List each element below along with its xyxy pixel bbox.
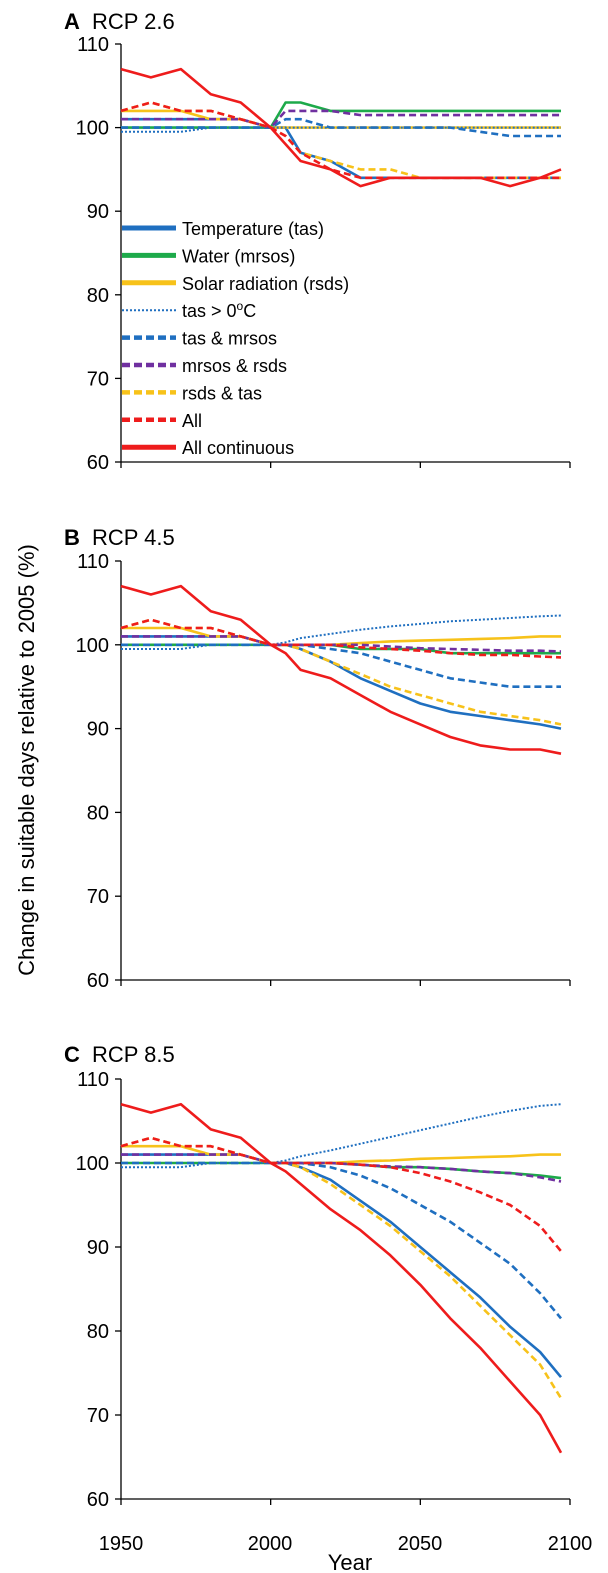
series-line-all [120, 618, 562, 659]
y-tick-label: 110 [77, 1069, 109, 1091]
legend-item-water-mrsos: Water (mrsos) [122, 246, 295, 266]
panel-b-letter: B [64, 525, 80, 550]
panel-c-title: C RCP 8.5 [64, 1042, 175, 1067]
panel-c-letter: C [64, 1042, 80, 1067]
x-axis-label: Year [328, 1550, 372, 1573]
panel-a-title: A RCP 2.6 [64, 9, 175, 34]
legend-item-temperature-tas: Temperature (tas) [122, 219, 324, 239]
x-tick-label-2100: 2100 [548, 1533, 593, 1555]
y-tick-label: 70 [87, 1405, 109, 1427]
series-line-tas-mrsos [121, 1161, 563, 1320]
panel-b-x-axis [120, 979, 571, 986]
series-line-mrsos-rsds [121, 109, 561, 129]
y-tick-label: 70 [87, 368, 109, 390]
y-tick-label: 100 [76, 635, 109, 657]
panel-a: A RCP 2.6 60 70 80 90 100 110 [64, 9, 571, 474]
legend: Temperature (tas) Water (mrsos) Solar radi… [122, 219, 349, 458]
y-tick-label: 70 [87, 886, 109, 908]
y-tick-label: 60 [87, 1489, 109, 1511]
series-line-all [120, 101, 561, 180]
legend-label: Temperature (tas) [182, 219, 324, 239]
series-line-all-continuous [120, 584, 562, 755]
legend-item-tas-0-c: tas > 0oC [122, 299, 256, 321]
panel-b-y-axis: 60 70 80 90 100 110 [76, 551, 122, 992]
panel-a-letter: A [64, 9, 80, 34]
legend-label: Water (mrsos) [182, 246, 295, 266]
panel-c-y-axis: 60 70 80 90 100 110 [76, 1069, 122, 1511]
y-axis-label: Change in suitable days relative to 2005… [14, 544, 39, 976]
legend-label: Solar radiation (rsds) [182, 274, 349, 294]
legend-label: tas & mrsos [182, 329, 277, 349]
series-line-tas-mrsos [121, 643, 561, 689]
y-tick-label: 90 [87, 719, 109, 741]
legend-item-all: All [122, 411, 202, 431]
panel-b-scenario: RCP 4.5 [92, 525, 175, 550]
panel-c-plot-area [120, 1102, 563, 1454]
y-tick-label: 100 [76, 1153, 109, 1175]
legend-label: All [182, 411, 202, 431]
y-tick-label: 60 [87, 970, 109, 992]
legend-item-all-continuous: All continuous [122, 438, 294, 458]
legend-item-solar-radiation-rsds: Solar radiation (rsds) [122, 274, 349, 294]
series-line-rsds-tas [120, 1136, 563, 1399]
series-line-temperature-tas [121, 1153, 563, 1379]
panel-b-plot-area [120, 584, 562, 755]
legend-label: rsds & tas [182, 383, 262, 403]
series-line-tas-0-c [121, 614, 562, 650]
y-tick-label: 100 [76, 118, 109, 140]
x-tick-label-1950: 1950 [99, 1533, 144, 1555]
legend-label: All continuous [182, 438, 294, 458]
series-line-water-mrsos [121, 101, 561, 129]
legend-item-tas-mrsos: tas & mrsos [122, 329, 277, 349]
panel-a-x-axis [120, 461, 571, 468]
y-tick-label: 80 [87, 285, 109, 307]
series-line-tas-0-c [121, 1103, 562, 1169]
panel-b: B RCP 4.5 60 70 80 90 100 110 [64, 525, 571, 992]
panel-c: C RCP 8.5 60 70 80 90 100 110 [64, 1042, 571, 1511]
y-tick-label: 80 [87, 802, 109, 824]
y-tick-label: 90 [87, 201, 109, 223]
y-tick-label: 90 [87, 1237, 109, 1259]
y-tick-label: 110 [77, 34, 109, 56]
x-tick-labels: 1950 2000 2050 2100 [99, 1533, 593, 1555]
x-tick-label-2000: 2000 [248, 1533, 293, 1555]
y-tick-label: 80 [87, 1321, 109, 1343]
y-tick-label: 110 [77, 551, 109, 573]
series-line-mrsos-rsds [121, 1153, 562, 1183]
panel-a-y-axis: 60 70 80 90 100 110 [76, 34, 122, 474]
panel-c-scenario: RCP 8.5 [92, 1042, 175, 1067]
series-line-all [120, 1136, 563, 1253]
x-tick-label-2050: 2050 [398, 1533, 443, 1555]
panel-a-scenario: RCP 2.6 [92, 9, 175, 34]
legend-label: mrsos & rsds [182, 356, 287, 376]
legend-item-mrsos-rsds: mrsos & rsds [122, 356, 287, 376]
panel-a-plot-area [120, 67, 562, 188]
legend-item-rsds-tas: rsds & tas [122, 383, 262, 403]
legend-label: tas > 0oC [182, 299, 256, 321]
panel-c-x-axis [120, 1498, 571, 1505]
y-tick-label: 60 [87, 452, 109, 474]
series-line-tas-mrsos [121, 117, 561, 138]
series-line-all-continuous [120, 1102, 563, 1454]
series-line-all-continuous [120, 67, 562, 188]
panel-b-title: B RCP 4.5 [64, 525, 175, 550]
